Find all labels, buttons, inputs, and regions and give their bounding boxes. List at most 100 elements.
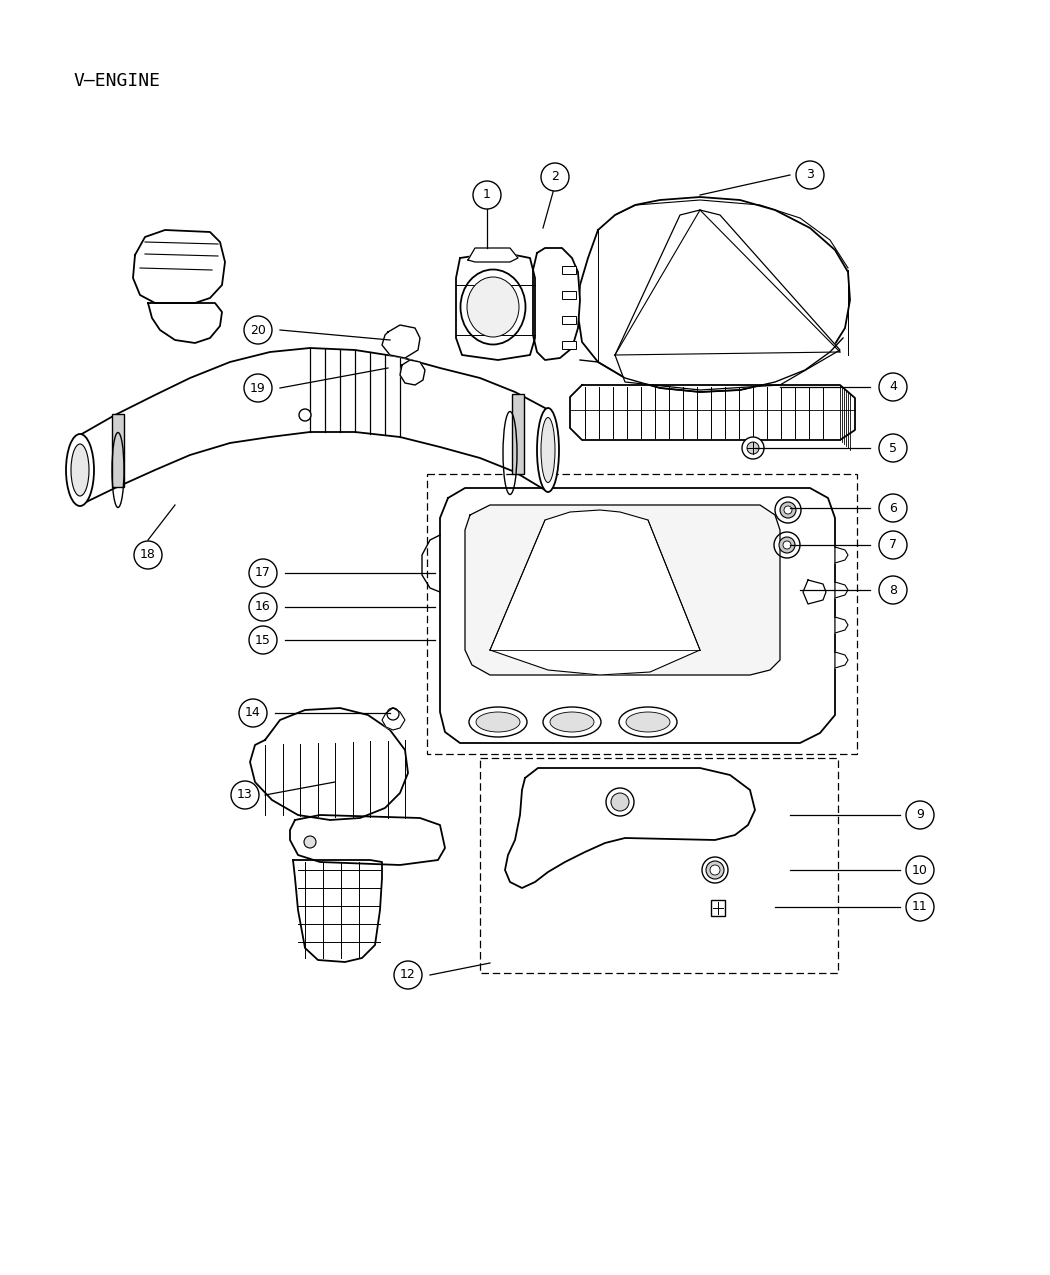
Bar: [512, 394, 524, 474]
Polygon shape: [835, 652, 848, 668]
Bar: [427, 474, 857, 754]
Text: 17: 17: [255, 566, 271, 580]
Polygon shape: [465, 505, 780, 674]
Polygon shape: [382, 325, 420, 358]
Circle shape: [747, 442, 759, 454]
Text: 15: 15: [255, 634, 271, 646]
Circle shape: [611, 793, 629, 811]
Ellipse shape: [469, 708, 527, 737]
Polygon shape: [382, 708, 405, 731]
Ellipse shape: [66, 434, 94, 506]
Circle shape: [134, 541, 162, 569]
Text: 1: 1: [483, 189, 491, 201]
Circle shape: [541, 163, 569, 191]
Circle shape: [244, 374, 272, 402]
Text: 3: 3: [806, 168, 814, 181]
Bar: [562, 316, 576, 324]
Circle shape: [606, 788, 634, 816]
Polygon shape: [570, 385, 855, 440]
Text: 20: 20: [250, 324, 266, 337]
Polygon shape: [290, 815, 445, 864]
Circle shape: [710, 864, 720, 875]
Circle shape: [906, 801, 934, 829]
Circle shape: [702, 857, 728, 884]
Polygon shape: [293, 861, 382, 963]
Text: 10: 10: [912, 863, 928, 876]
Polygon shape: [148, 303, 222, 343]
Text: 6: 6: [889, 501, 897, 515]
Circle shape: [783, 541, 791, 550]
Circle shape: [780, 502, 796, 518]
Polygon shape: [578, 198, 850, 391]
Bar: [562, 340, 576, 349]
Ellipse shape: [550, 711, 594, 732]
Circle shape: [796, 161, 824, 189]
Polygon shape: [835, 617, 848, 632]
Circle shape: [249, 626, 277, 654]
Text: 4: 4: [889, 380, 897, 394]
Polygon shape: [505, 768, 755, 887]
Circle shape: [784, 506, 792, 514]
Circle shape: [742, 437, 764, 459]
Circle shape: [231, 782, 259, 810]
Polygon shape: [440, 488, 835, 743]
Ellipse shape: [626, 711, 670, 732]
Circle shape: [906, 892, 934, 921]
Text: 18: 18: [140, 548, 156, 561]
Text: 11: 11: [912, 900, 928, 913]
Polygon shape: [615, 210, 840, 390]
Polygon shape: [400, 360, 425, 385]
Polygon shape: [250, 708, 408, 820]
Polygon shape: [533, 249, 580, 360]
Ellipse shape: [71, 444, 89, 496]
Text: V—ENGINE: V—ENGINE: [74, 71, 160, 91]
Bar: [480, 759, 838, 973]
Circle shape: [249, 558, 277, 587]
Polygon shape: [803, 580, 826, 604]
Circle shape: [906, 856, 934, 884]
Circle shape: [879, 434, 907, 462]
Circle shape: [879, 530, 907, 558]
Circle shape: [779, 537, 795, 553]
Bar: [112, 413, 124, 487]
Ellipse shape: [476, 711, 520, 732]
Text: 12: 12: [400, 969, 416, 982]
Text: 16: 16: [255, 601, 271, 613]
Text: 2: 2: [551, 171, 559, 184]
Polygon shape: [835, 581, 848, 598]
Text: 14: 14: [245, 706, 260, 719]
Polygon shape: [80, 348, 545, 505]
Circle shape: [304, 836, 316, 848]
Circle shape: [879, 493, 907, 521]
Text: 19: 19: [250, 381, 266, 394]
Polygon shape: [490, 510, 700, 674]
Polygon shape: [835, 547, 848, 564]
Circle shape: [472, 181, 501, 209]
Polygon shape: [468, 249, 518, 261]
Ellipse shape: [467, 277, 519, 337]
Circle shape: [775, 497, 801, 523]
Circle shape: [249, 593, 277, 621]
Bar: [711, 900, 724, 915]
Text: 9: 9: [916, 808, 924, 821]
Circle shape: [879, 576, 907, 604]
Ellipse shape: [543, 708, 601, 737]
Circle shape: [879, 374, 907, 402]
Text: 13: 13: [237, 788, 253, 802]
Circle shape: [387, 708, 399, 720]
Circle shape: [299, 409, 311, 421]
Text: 5: 5: [889, 441, 897, 454]
Circle shape: [239, 699, 267, 727]
Ellipse shape: [461, 269, 525, 344]
Circle shape: [706, 861, 724, 878]
Ellipse shape: [537, 408, 559, 492]
Circle shape: [774, 532, 800, 558]
Polygon shape: [133, 230, 225, 303]
Circle shape: [394, 961, 422, 989]
Text: 7: 7: [889, 538, 897, 552]
Circle shape: [244, 316, 272, 344]
Ellipse shape: [620, 708, 677, 737]
Ellipse shape: [541, 417, 555, 482]
Text: 8: 8: [889, 584, 897, 597]
Polygon shape: [456, 252, 536, 360]
